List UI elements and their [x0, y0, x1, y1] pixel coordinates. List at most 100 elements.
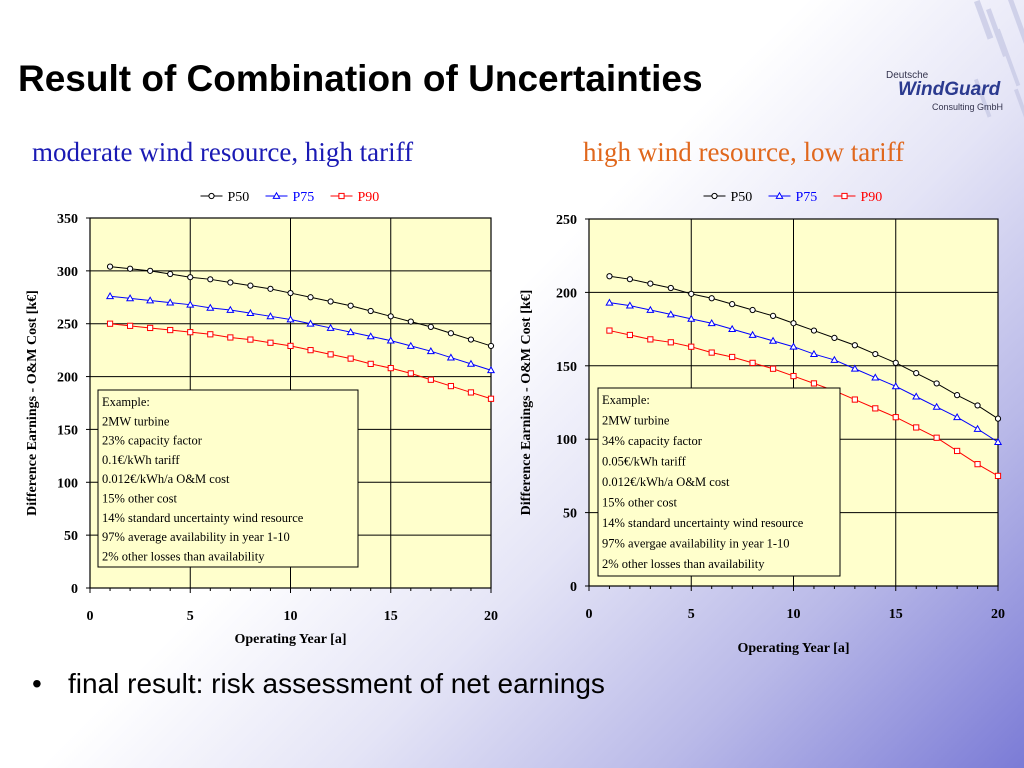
data-point-p90 [708, 349, 715, 356]
data-point-p90 [810, 380, 818, 387]
data-point-p75 [748, 330, 757, 338]
x-axis-label: Operating Year [a] [235, 632, 347, 647]
data-point-p50 [487, 342, 495, 350]
series-line-p90 [609, 330, 999, 477]
data-point-p75 [871, 373, 880, 381]
data-point-p75 [306, 319, 315, 327]
data-point-p75 [346, 327, 355, 336]
data-point-p90 [913, 424, 920, 431]
data-point-p50 [954, 392, 961, 399]
annotation-box [97, 389, 359, 568]
data-point-p50 [147, 267, 154, 274]
data-point-p90 [127, 322, 134, 329]
series-line-p50 [609, 275, 999, 420]
y-tick-label: 0 [570, 580, 577, 595]
annotation-line: 2% other losses than availability [102, 549, 265, 563]
legend-item-p90: P90 [330, 190, 379, 205]
data-point-p75 [105, 292, 115, 300]
data-point-p90 [267, 339, 274, 346]
annotation-line: 14% standard uncertainty wind resource [602, 516, 804, 530]
data-point-p75 [166, 298, 175, 306]
data-point-p50 [790, 320, 797, 327]
data-point-p75 [666, 310, 675, 318]
legend-label: P75 [293, 190, 315, 205]
data-point-p90 [287, 342, 294, 350]
data-point-p75 [687, 314, 696, 322]
data-point-p75 [912, 392, 921, 400]
data-point-p90 [327, 351, 334, 358]
annotation-line: 23% capacity factor [102, 434, 203, 448]
legend-marker [711, 192, 718, 200]
data-point-p90 [606, 327, 613, 334]
data-point-p90 [467, 389, 475, 396]
data-point-p75 [993, 437, 1003, 446]
data-point-p50 [247, 282, 254, 289]
legend-label: P75 [796, 190, 818, 205]
data-point-p50 [892, 359, 899, 366]
legend-item-p75: P75 [265, 190, 315, 205]
data-point-p75 [446, 353, 455, 361]
data-point-p75 [625, 301, 634, 309]
y-tick-label: 150 [57, 423, 78, 438]
annotation-line: 34% capacity factor [602, 434, 703, 448]
data-point-p90 [167, 326, 174, 334]
y-tick-label: 100 [556, 433, 577, 448]
legend-item-p90: P90 [833, 190, 883, 205]
bullet-dot: • [32, 668, 42, 699]
y-tick-label: 150 [556, 360, 577, 375]
series-p75 [605, 298, 1003, 446]
data-point-p90 [769, 365, 777, 372]
y-tick-label: 0 [71, 582, 78, 597]
data-point-p90 [407, 370, 414, 377]
y-tick-label: 50 [563, 507, 577, 522]
data-point-p50 [749, 306, 756, 314]
data-point-p75 [809, 349, 819, 357]
x-tick-label: 10 [787, 607, 801, 622]
annotation-line: 2MW turbine [602, 414, 670, 428]
data-point-p75 [206, 303, 215, 311]
data-point-p75 [406, 341, 415, 349]
annotation-line: 97% average availability in year 1-10 [102, 530, 290, 544]
data-point-p75 [891, 382, 900, 390]
x-tick-label: 5 [187, 609, 194, 624]
data-point-p90 [307, 347, 314, 354]
data-point-p75 [246, 308, 255, 317]
data-point-p75 [366, 332, 375, 340]
data-point-p90 [974, 461, 981, 468]
x-tick-label: 15 [384, 609, 398, 624]
y-tick-label: 200 [556, 286, 577, 301]
logo-main-text: WindGuard [898, 79, 1001, 100]
data-point-p75 [426, 346, 435, 355]
data-point-p75 [266, 312, 275, 320]
data-point-p50 [387, 313, 394, 320]
data-point-p90 [892, 414, 899, 421]
data-point-p50 [327, 298, 334, 305]
data-point-p50 [267, 285, 274, 292]
annotation-line: Example: [102, 395, 150, 409]
data-point-p75 [789, 342, 798, 350]
data-point-p50 [831, 334, 838, 342]
annotation-line: Example: [602, 393, 650, 407]
data-point-p50 [851, 342, 858, 349]
slide-title: Result of Combination of Uncertainties [18, 58, 703, 99]
data-point-p90 [387, 365, 394, 372]
company-logo: Deutsche WindGuard Consulting GmbH [884, 70, 1014, 120]
x-tick-label: 15 [889, 607, 903, 622]
data-point-p50 [367, 307, 374, 315]
x-tick-label: 10 [284, 609, 298, 624]
annotation-line: 15% other cost [102, 492, 178, 506]
logo-top-text: Deutsche [886, 70, 929, 81]
y-tick-label: 50 [64, 529, 78, 544]
data-point-p50 [167, 270, 174, 278]
legend-label: P50 [228, 190, 250, 205]
data-point-p90 [106, 320, 114, 327]
data-point-p75 [146, 296, 155, 304]
x-tick-label: 0 [586, 607, 593, 622]
annotation-box [597, 387, 841, 577]
data-point-p50 [913, 370, 920, 377]
legend-label: P90 [861, 190, 883, 205]
data-point-p50 [626, 276, 634, 283]
data-point-p75 [605, 298, 614, 306]
data-point-p50 [227, 279, 234, 286]
